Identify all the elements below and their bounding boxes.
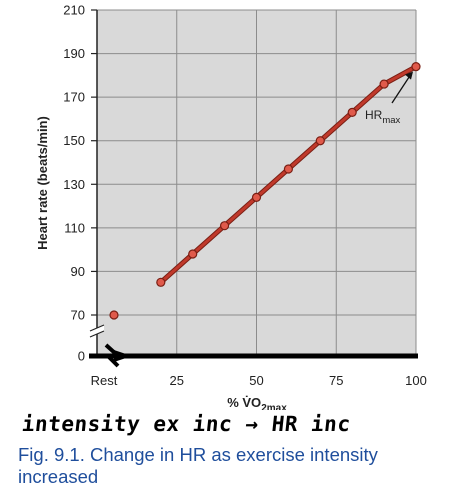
- y-axis-break-gap: [90, 325, 104, 337]
- hrmax-annotation-label: HRmax: [365, 108, 401, 126]
- rest-data-point: [109, 310, 119, 320]
- hrmax-arrow-line: [391, 72, 413, 104]
- y-tick-label: 110: [64, 220, 85, 235]
- x-axis-break-wedge: [114, 350, 126, 362]
- y-tick-label: 190: [63, 46, 85, 61]
- data-point: [379, 79, 389, 89]
- data-point: [411, 62, 421, 72]
- y-tick-label: 70: [71, 308, 85, 323]
- handwritten-note: intensity ex inc → HR inc: [20, 412, 352, 436]
- figure-caption: Fig. 9.1. Change in HR as exercise inten…: [18, 444, 378, 487]
- x-axis-title: % V̇O2max: [227, 395, 287, 410]
- data-point: [283, 164, 293, 174]
- x-tick-label: 100: [405, 373, 427, 388]
- y-tick-label: 150: [63, 133, 85, 148]
- y-axis-title: Heart rate (beats/min): [35, 116, 50, 250]
- data-point: [220, 221, 230, 231]
- x-tick-label: 50: [249, 373, 263, 388]
- x-tick-label: 25: [170, 373, 184, 388]
- x-tick-label: 75: [329, 373, 343, 388]
- y-tick-label: 130: [63, 177, 85, 192]
- y-tick-label: 90: [71, 264, 85, 279]
- y-tick-label: 210: [63, 3, 85, 18]
- data-point: [347, 107, 357, 117]
- data-point: [315, 136, 325, 146]
- y-tick-label: 0: [78, 349, 85, 364]
- y-axis-break-mark: [89, 324, 105, 338]
- x-tick-label: Rest: [91, 373, 118, 388]
- hrmax-arrow-head: [405, 71, 413, 80]
- data-point: [156, 277, 166, 287]
- heart-rate-chart: 0 70 90 110 130 150 170 190 210 Rest 25 50 75 100 Hear…: [35, 3, 427, 411]
- y-tick-label: 170: [63, 90, 85, 105]
- data-point: [251, 192, 262, 202]
- data-point: [188, 249, 198, 259]
